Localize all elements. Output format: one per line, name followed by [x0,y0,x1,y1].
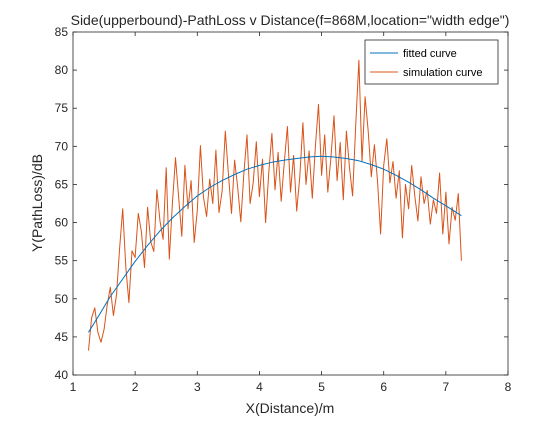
x-axis-tick-labels: 1 2 3 4 5 6 7 8 [70,380,512,394]
y-tick-label: 80 [55,63,69,77]
y-tick-label: 65 [55,177,69,191]
x-tick-label: 6 [380,380,387,394]
y-tick-label: 85 [55,25,69,39]
x-tick-label: 2 [132,380,139,394]
series-line-fitted-curve [88,155,462,333]
x-axis-label: X(Distance)/m [246,400,335,416]
y-tick-label: 60 [55,216,69,230]
x-tick-label: 5 [318,380,325,394]
legend: fitted curve simulation curve [364,39,499,85]
y-tick-label: 55 [55,254,69,268]
x-tick-label: 3 [194,380,201,394]
y-tick-label: 75 [55,101,69,115]
x-tick-label: 7 [443,380,450,394]
legend-label-simulation-curve: simulation curve [403,67,482,79]
y-tick-label: 45 [55,330,69,344]
y-tick-label: 70 [55,139,69,153]
series-layer [88,59,462,351]
y-axis-label: Y(PathLoss)/dB [29,154,45,252]
y-tick-label: 50 [55,292,69,306]
legend-label-fitted-curve: fitted curve [403,48,457,60]
legend-box [364,39,499,85]
y-axis-tick-labels: 40 45 50 55 60 65 70 75 80 85 [55,25,69,382]
y-tick-label: 40 [55,368,69,382]
x-tick-label: 1 [70,380,77,394]
x-tick-label: 4 [256,380,263,394]
x-tick-label: 8 [505,380,512,394]
y-axis-ticks [73,31,508,376]
axes-box [72,31,509,376]
x-axis-ticks [72,32,509,375]
chart-title: Side(upperbound)-PathLoss v Distance(f=8… [71,12,510,28]
